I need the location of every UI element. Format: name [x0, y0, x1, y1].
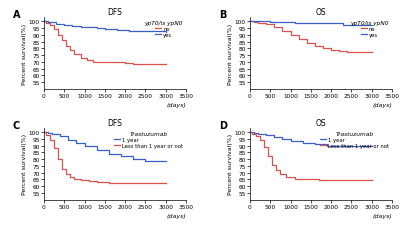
Text: (days): (days) [166, 212, 186, 217]
Legend: no, yes: no, yes [350, 21, 389, 38]
Y-axis label: Percent survival(%): Percent survival(%) [228, 134, 233, 195]
Legend: no, yes: no, yes [144, 21, 184, 38]
Text: B: B [219, 10, 226, 20]
Y-axis label: Percent survival(%): Percent survival(%) [22, 134, 27, 195]
Title: OS: OS [316, 119, 326, 128]
Text: D: D [219, 120, 227, 130]
Text: A: A [13, 10, 20, 20]
Legend: 1 year, Less than 1 year or not: 1 year, Less than 1 year or not [319, 131, 389, 149]
Y-axis label: Percent survival(%): Percent survival(%) [228, 23, 233, 84]
Title: DFS: DFS [108, 119, 122, 128]
Text: (days): (days) [166, 102, 186, 107]
Text: (days): (days) [372, 102, 392, 107]
Text: C: C [13, 120, 20, 130]
Title: OS: OS [316, 8, 326, 17]
Legend: 1 year, Less than 1 year or not: 1 year, Less than 1 year or not [114, 131, 184, 149]
Y-axis label: Percent survival(%): Percent survival(%) [22, 23, 27, 84]
Text: (days): (days) [372, 212, 392, 217]
Title: DFS: DFS [108, 8, 122, 17]
